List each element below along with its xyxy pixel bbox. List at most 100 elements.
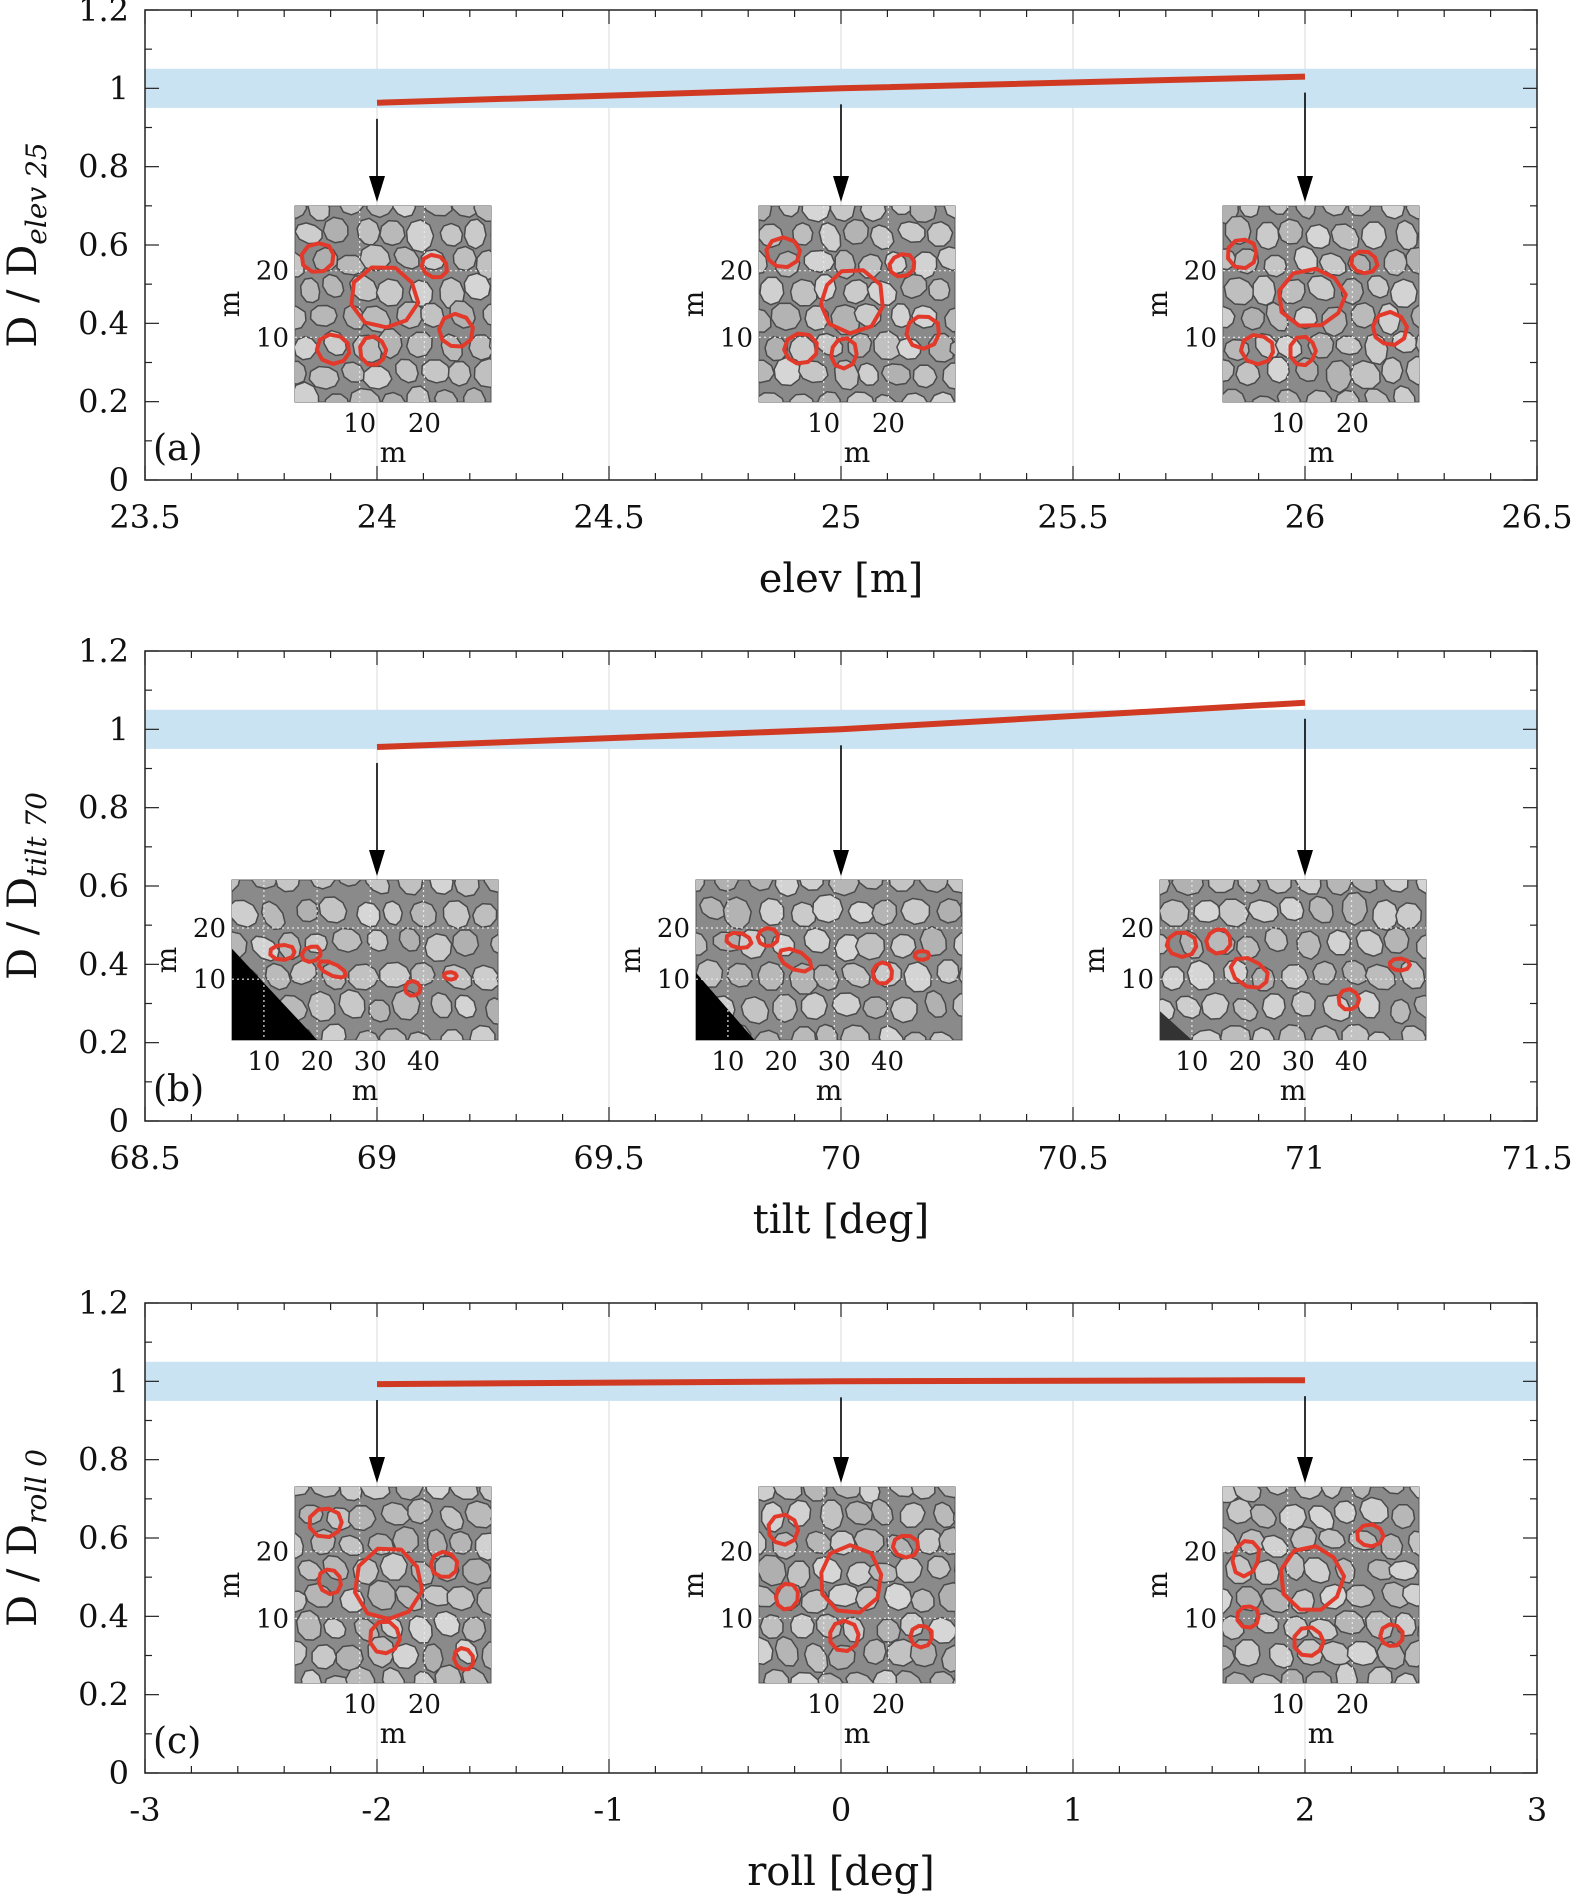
grain — [420, 206, 453, 217]
grain — [359, 1487, 391, 1501]
grain — [952, 1671, 955, 1683]
grain-outline — [442, 970, 459, 982]
grain — [1432, 960, 1457, 989]
x-tick-label: 68.5 — [109, 1139, 180, 1177]
series-line — [376, 1377, 1306, 1388]
grain — [770, 302, 802, 332]
grain — [818, 221, 842, 253]
inset-ylabel: m — [614, 947, 647, 974]
grain — [829, 206, 856, 223]
grain-outline — [1235, 1604, 1261, 1630]
grain — [424, 932, 453, 963]
grain — [331, 927, 363, 953]
grain-outline — [1370, 309, 1410, 347]
grain — [1223, 305, 1236, 329]
grain — [379, 219, 406, 247]
grain — [420, 302, 445, 329]
grain — [433, 388, 459, 402]
inset-1-2: 10 20 10 20 30 40 m m — [1078, 718, 1457, 1107]
inset-xtick-label: 20 — [1229, 1047, 1262, 1077]
grain-outline — [1277, 266, 1348, 328]
grain — [320, 1023, 347, 1040]
grain — [489, 933, 498, 956]
panel-label: (a) — [153, 428, 203, 469]
grain — [1307, 1505, 1335, 1531]
grain — [954, 278, 982, 305]
x-tick-label: 70 — [821, 1139, 862, 1177]
grain — [817, 1672, 847, 1683]
grain — [800, 991, 829, 1021]
grain — [1349, 359, 1381, 390]
y-tick-label: 0.8 — [78, 1441, 129, 1479]
grain — [483, 880, 498, 894]
grain-outline — [764, 235, 803, 270]
grain — [759, 1554, 787, 1587]
masked-corner — [1160, 1011, 1192, 1040]
grain — [1310, 1025, 1341, 1040]
x-tick-label: 26 — [1285, 498, 1326, 536]
grain — [899, 1612, 925, 1637]
grain — [347, 1504, 377, 1532]
grain — [764, 335, 788, 362]
grain — [772, 1487, 803, 1501]
grain — [1334, 389, 1361, 402]
grain — [1320, 1487, 1343, 1500]
x-tick-label: 26.5 — [1501, 498, 1572, 536]
grain — [308, 880, 337, 890]
grain — [887, 1487, 918, 1498]
grain-outline — [1228, 956, 1270, 990]
grain — [889, 933, 917, 959]
grain — [1335, 335, 1363, 356]
grain — [1366, 1031, 1392, 1040]
grain — [1418, 1556, 1419, 1581]
grain — [463, 218, 487, 250]
grain — [356, 217, 381, 247]
grain — [489, 386, 521, 421]
grain — [434, 1664, 463, 1683]
grain — [462, 1558, 491, 1586]
inset-1-1: 10 20 10 20 30 40 m m — [614, 745, 963, 1107]
grain-outline — [755, 926, 781, 948]
grain — [815, 390, 842, 402]
grain — [1264, 926, 1289, 953]
grain — [1413, 994, 1426, 1020]
grain — [1321, 306, 1348, 338]
grain — [899, 1501, 926, 1529]
grain — [1389, 278, 1418, 309]
grain-outline — [452, 1646, 475, 1672]
x-tick-label: 25 — [821, 498, 862, 536]
inset-xtick-label: 10 — [711, 1047, 744, 1077]
grain — [1326, 929, 1352, 956]
grain — [1341, 891, 1369, 926]
grain — [753, 1029, 782, 1040]
inset-ytick-label: 20 — [1184, 1538, 1217, 1568]
grain — [952, 1507, 955, 1529]
grain — [1266, 356, 1290, 384]
grain — [759, 223, 784, 249]
grain — [778, 206, 801, 218]
grain — [1347, 206, 1373, 217]
y-tick-label: 1 — [109, 710, 129, 748]
grain — [1296, 930, 1322, 961]
series-line — [376, 699, 1306, 750]
grain — [407, 1497, 434, 1525]
masked-corner — [696, 972, 755, 1040]
inset-ytick-label: 20 — [256, 257, 289, 287]
grain-outline — [1164, 930, 1199, 959]
grain — [819, 1499, 844, 1532]
grain — [392, 206, 417, 218]
grain — [759, 1487, 777, 1503]
grain-outline — [777, 946, 814, 974]
grain — [1364, 1610, 1394, 1641]
grain — [1417, 1617, 1419, 1644]
grain — [1232, 1487, 1262, 1503]
inset-ytick-label: 10 — [193, 965, 226, 995]
grain — [924, 989, 948, 1018]
arrow-head — [369, 176, 385, 202]
grain — [499, 896, 527, 925]
grain — [405, 331, 433, 359]
grain — [726, 962, 754, 988]
grain — [452, 245, 478, 272]
grain — [798, 359, 829, 384]
